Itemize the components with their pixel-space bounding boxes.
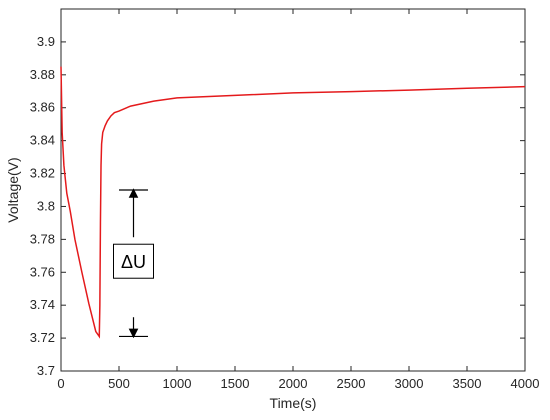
x-tick-label: 0 [57,376,64,391]
x-tick-label: 2000 [279,376,308,391]
y-tick-label: 3.84 [30,133,55,148]
x-tick-label: 3000 [395,376,424,391]
y-tick-label: 3.74 [30,297,55,312]
x-tick-label: 500 [108,376,130,391]
delta-u-label: ΔU [121,252,146,272]
y-tick-label: 3.76 [30,264,55,279]
y-tick-label: 3.78 [30,231,55,246]
voltage-series-line [60,66,526,339]
x-tick-label: 4000 [511,376,540,391]
delta-u-box [113,243,154,279]
y-axis-label: Voltage(V) [5,157,21,222]
y-tick-label: 3.9 [37,34,55,49]
x-axis-label: Time(s) [270,395,317,411]
x-tick-label: 3500 [453,376,482,391]
y-tick-label: 3.8 [37,198,55,213]
delta-u-annotation: ΔU [113,188,154,339]
x-axis: 0 500 1000 1500 2000 2500 3000 3500 4000 [57,9,539,391]
y-tick-label: 3.86 [30,100,55,115]
x-tick-label: 2500 [337,376,366,391]
x-tick-label: 1000 [163,376,192,391]
y-axis: 3.7 3.72 3.74 3.76 3.78 3.8 3.82 3.84 3.86 3.88 3.… [30,34,525,378]
x-tick-label: 1500 [221,376,250,391]
y-tick-label: 3.88 [30,67,55,82]
y-tick-label: 3.7 [37,363,55,378]
y-tick-label: 3.82 [30,166,55,181]
y-tick-label: 3.72 [30,330,55,345]
